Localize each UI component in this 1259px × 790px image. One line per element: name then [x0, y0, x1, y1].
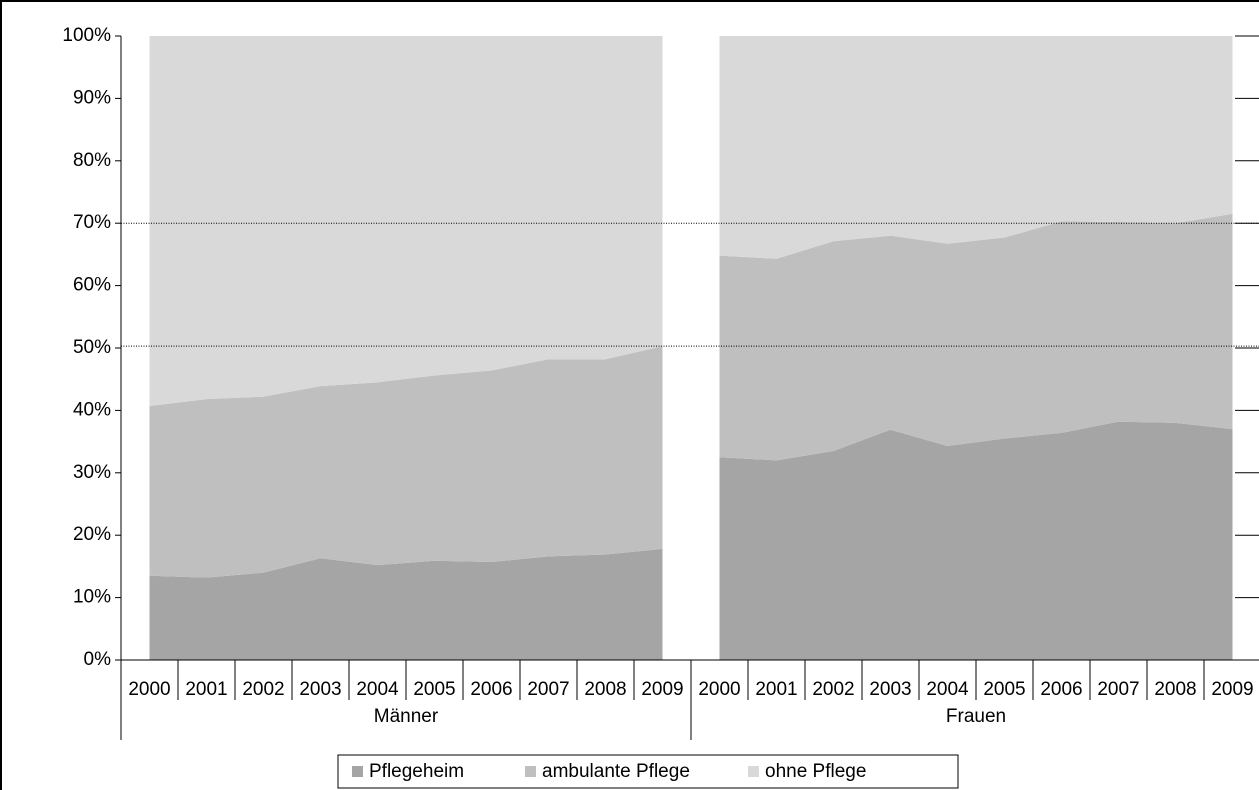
area — [719, 36, 1233, 259]
y-tick-label: 50% — [73, 337, 111, 358]
x-tick-label: 2009 — [641, 679, 683, 700]
x-tick-label: 2001 — [755, 679, 797, 700]
x-tick-label: 2000 — [698, 679, 740, 700]
x-tick-label: 2003 — [299, 679, 341, 700]
legend-swatch — [352, 766, 363, 777]
area — [719, 213, 1233, 461]
x-tick-label: 2007 — [1097, 679, 1139, 700]
y-tick-label: 100% — [62, 25, 111, 46]
y-tick-label: 80% — [73, 150, 111, 171]
x-tick-label: 2006 — [1040, 679, 1082, 700]
x-tick-label: 2001 — [185, 679, 227, 700]
legend-box — [337, 754, 959, 789]
area — [149, 548, 663, 660]
area — [149, 36, 663, 407]
y-tick-label: 40% — [73, 399, 111, 420]
group-label: Frauen — [946, 706, 1006, 727]
x-tick-label: 2007 — [527, 679, 569, 700]
x-tick-label: 2005 — [983, 679, 1025, 700]
x-tick-label: 2004 — [926, 679, 969, 700]
area — [149, 346, 663, 578]
y-tick-label: 0% — [84, 649, 112, 670]
y-tick-label: 60% — [73, 275, 111, 296]
y-tick-label: 70% — [73, 212, 111, 233]
x-tick-label: 2006 — [470, 679, 512, 700]
x-tick-label: 2008 — [584, 679, 626, 700]
x-tick-label: 2002 — [812, 679, 854, 700]
x-tick-label: 2005 — [413, 679, 455, 700]
area — [719, 421, 1233, 660]
x-tick-label: 2003 — [869, 679, 911, 700]
legend-swatch — [525, 766, 536, 777]
x-tick-label: 2008 — [1154, 679, 1196, 700]
x-tick-label: 2000 — [128, 679, 170, 700]
y-tick-label: 90% — [73, 87, 111, 108]
y-tick-label: 20% — [73, 524, 111, 545]
y-tick-label: 30% — [73, 462, 111, 483]
y-tick-label: 10% — [73, 587, 111, 608]
x-tick-label: 2009 — [1211, 679, 1253, 700]
group-label: Männer — [374, 706, 439, 727]
legend-swatch — [748, 766, 759, 777]
legend-label: ambulante Pflege — [542, 761, 690, 782]
legend-label: Pflegeheim — [369, 761, 464, 782]
x-tick-label: 2004 — [356, 679, 399, 700]
legend-label: ohne Pflege — [765, 761, 866, 782]
x-tick-label: 2002 — [242, 679, 284, 700]
